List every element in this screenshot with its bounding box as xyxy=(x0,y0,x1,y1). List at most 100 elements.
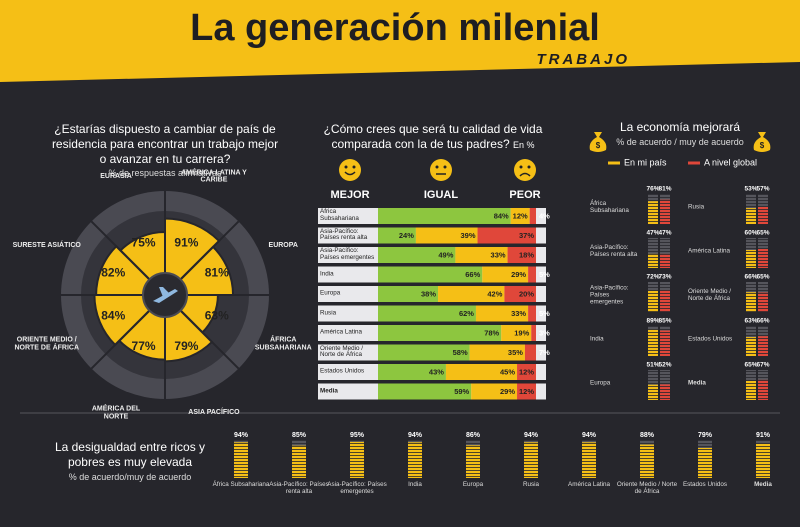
value-label: 77% xyxy=(132,339,156,353)
category-label: India xyxy=(590,335,604,343)
bar-track xyxy=(660,238,670,268)
bar-segment xyxy=(528,266,536,283)
bar-segment xyxy=(529,208,536,224)
bar xyxy=(292,445,306,478)
category-label: Media xyxy=(688,379,706,387)
bar-segment xyxy=(501,325,532,341)
value-label: 63% xyxy=(744,318,757,325)
value-label: 18% xyxy=(519,250,534,259)
category-label: India xyxy=(408,481,422,488)
category-label: Asia-Pacífico: Países emergentes xyxy=(320,247,375,261)
category-label: AMÉRICA DEL NORTE xyxy=(91,405,141,421)
value-label: 39% xyxy=(461,231,476,240)
bar-segment xyxy=(510,208,530,224)
bar xyxy=(234,442,248,478)
category-label: Rusia xyxy=(688,203,705,211)
bar xyxy=(758,336,768,356)
value-label: 85% xyxy=(658,318,671,325)
bar xyxy=(660,253,670,268)
bar-segment xyxy=(438,286,505,302)
category-label: Asia-Pacífico: Países renta alta xyxy=(269,481,329,495)
value-label: 38% xyxy=(421,289,436,298)
value-label: 7% xyxy=(539,348,550,357)
stacked-unit: En % xyxy=(512,140,535,150)
category-label: Rusia xyxy=(522,481,540,488)
value-label: 51% xyxy=(646,362,659,369)
value-label: 59% xyxy=(454,387,469,396)
value-label: 76% xyxy=(646,186,659,193)
category-label: África Subsahariana xyxy=(212,481,270,488)
economy-subtitle: % de acuerdo / muy de acuerdo xyxy=(616,137,744,147)
bar xyxy=(350,441,364,478)
bar xyxy=(758,292,768,312)
bar-track xyxy=(648,238,658,268)
bar-segment xyxy=(477,227,536,244)
bar-segment xyxy=(415,227,478,244)
bar-segment xyxy=(378,286,439,302)
bar xyxy=(582,442,596,478)
bar xyxy=(524,442,538,478)
value-label: 79% xyxy=(174,339,198,353)
economy-title: La economía mejorará xyxy=(619,120,741,134)
value-label: 66% xyxy=(756,318,769,325)
value-label: 43% xyxy=(429,367,444,376)
bar-segment xyxy=(378,383,472,400)
value-label: 58% xyxy=(453,348,468,357)
bar xyxy=(698,447,712,478)
bar xyxy=(648,253,658,268)
bar xyxy=(746,380,756,400)
stacked-title-text: ¿Cómo crees que será tu calidad de vida … xyxy=(323,122,543,151)
value-label: 63% xyxy=(205,309,229,323)
face-better xyxy=(339,159,361,181)
page-subtitle: TRABAJO xyxy=(536,51,630,68)
value-label: 94% xyxy=(408,432,423,439)
bar-segment xyxy=(517,383,536,400)
category-label: Europa xyxy=(462,481,484,488)
value-label: 47% xyxy=(646,230,659,237)
bar xyxy=(660,330,670,356)
category-label: Estados Unidos xyxy=(320,367,365,375)
radial-wedge xyxy=(164,217,221,298)
category-label: ASIA PACÍFICO xyxy=(188,409,240,417)
value-label: 5% xyxy=(539,309,550,318)
bar-segment xyxy=(378,266,483,283)
value-label: 49% xyxy=(438,250,453,259)
money-bag-left: $ xyxy=(589,132,607,152)
face-same xyxy=(430,159,452,181)
bar-segment xyxy=(507,247,536,263)
category-label: Oriente Medio / Norte de África xyxy=(688,288,732,302)
svg-text:$: $ xyxy=(596,141,601,150)
inequality-title: La desigualdad entre ricos y pobres es m… xyxy=(54,440,206,469)
category-label: Media xyxy=(754,481,772,488)
value-label: 33% xyxy=(511,309,526,318)
category-label: ORIENTE MEDIO / NORTE DE ÁFRICA xyxy=(14,336,80,351)
value-label: 57% xyxy=(756,186,769,193)
value-label: 88% xyxy=(640,432,655,439)
category-label: Europa xyxy=(590,379,611,387)
bar-segment xyxy=(469,344,525,361)
value-label: 12% xyxy=(519,367,534,376)
value-label: 91% xyxy=(756,432,771,439)
bar-segment xyxy=(378,305,476,322)
bar xyxy=(660,290,670,312)
value-label: 72% xyxy=(646,274,659,281)
bar xyxy=(466,445,480,478)
inequality-subtitle: % de acuerdo/muy de acuerdo xyxy=(68,472,192,482)
category-label: América Latina xyxy=(688,247,730,255)
page-title: La generación milenial xyxy=(190,7,600,49)
radial-subtitle: % de respuestas afirmativas xyxy=(108,168,222,178)
category-label: Media xyxy=(320,387,338,395)
category-label: América Latina xyxy=(568,481,610,488)
legend-label: MEJOR xyxy=(330,189,369,201)
bar xyxy=(648,201,658,224)
bar-segment xyxy=(528,305,536,322)
bar xyxy=(640,444,654,478)
value-label: 91% xyxy=(174,235,198,249)
svg-text:$: $ xyxy=(760,141,765,150)
value-label: 78% xyxy=(484,328,499,337)
value-label: 85% xyxy=(292,432,307,439)
value-label: 29% xyxy=(511,270,526,279)
value-label: 19% xyxy=(514,328,529,337)
bar xyxy=(660,384,670,400)
